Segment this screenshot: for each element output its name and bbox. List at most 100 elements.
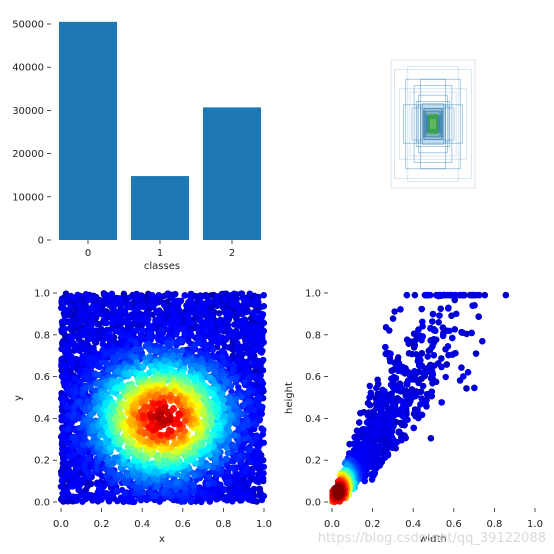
scatter-point — [220, 358, 227, 365]
scatter-point — [173, 398, 181, 405]
scatter-point — [186, 318, 193, 326]
scatter-point — [61, 494, 68, 501]
scatter-point — [224, 479, 231, 486]
scatter-point — [139, 327, 146, 334]
scatter-point — [190, 488, 198, 495]
scatter-point — [188, 290, 195, 298]
scatter-point — [146, 334, 154, 342]
scatter-point — [229, 498, 236, 505]
anchor-box — [409, 91, 457, 157]
scatter-point — [411, 291, 419, 299]
scatter-point — [195, 324, 202, 332]
scatter-point — [389, 315, 397, 322]
scatter-point — [249, 354, 256, 362]
scatter-point — [97, 297, 104, 304]
scatter-point — [155, 455, 163, 462]
scatter-point — [249, 346, 256, 354]
scatter-point — [132, 345, 139, 353]
scatter-point — [137, 334, 145, 341]
scatter-point — [152, 309, 160, 316]
scatter-point — [102, 490, 110, 497]
scatter-point — [87, 384, 94, 391]
scatter-point — [58, 362, 65, 370]
scatter-point — [438, 355, 445, 362]
scatter-point — [168, 427, 175, 435]
scatter-point — [121, 402, 129, 409]
scatter-point — [188, 332, 195, 339]
scatter-point — [210, 480, 218, 488]
scatter-point — [161, 302, 168, 309]
scatter-point — [255, 324, 262, 331]
anchor-box — [413, 85, 453, 163]
scatter-point — [258, 377, 265, 385]
scatter-point — [234, 322, 242, 329]
scatter-point — [64, 425, 72, 433]
scatter-point — [166, 394, 173, 402]
scatter-point — [60, 317, 68, 324]
scatter-point — [238, 393, 245, 401]
scatter-point — [72, 388, 79, 396]
scatter-point — [258, 314, 265, 322]
scatter-point — [69, 483, 76, 490]
scatter-point — [235, 308, 243, 316]
scatter-point — [260, 302, 268, 310]
anchor-box — [390, 59, 476, 189]
scatter-point — [97, 439, 104, 447]
scatter-point — [79, 352, 86, 360]
scatter-point — [260, 319, 268, 327]
scatter-point — [139, 363, 147, 371]
scatter-point — [260, 291, 267, 299]
scatter-point — [90, 427, 97, 435]
scatter-point — [215, 319, 222, 326]
anchor-box — [424, 111, 442, 138]
anchor-box — [403, 104, 463, 144]
scatter-point — [75, 476, 83, 484]
scatter-point — [158, 326, 166, 334]
scatter-point — [405, 350, 413, 357]
scatter-point — [206, 298, 214, 306]
scatter-point — [125, 294, 133, 301]
scatter-point — [218, 348, 226, 355]
scatter-point — [120, 332, 127, 340]
scatter-point — [458, 364, 465, 371]
scatter-point — [172, 330, 180, 338]
scatter-point — [85, 492, 93, 499]
y-tick-label: 20000 — [12, 149, 44, 160]
scatter-point — [188, 300, 196, 307]
scatter-point — [234, 346, 241, 354]
scatter-point — [109, 320, 116, 327]
scatter-point — [247, 338, 255, 346]
scatter-point — [202, 327, 210, 334]
scatter-point — [117, 308, 125, 315]
scatter-point — [250, 485, 258, 493]
scatter-point — [121, 490, 129, 497]
scatter-point — [80, 332, 87, 339]
scatter-point — [410, 344, 418, 351]
scatter-point — [146, 488, 154, 496]
scatter-point — [65, 354, 72, 361]
scatter-point — [135, 434, 143, 442]
scatter-point — [241, 359, 248, 367]
scatter-point — [202, 342, 210, 349]
scatter-point — [228, 294, 235, 302]
scatter-point — [204, 481, 212, 488]
scatter-point — [260, 426, 267, 434]
scatter-point — [70, 451, 77, 458]
scatter-point — [250, 406, 258, 414]
scatter-point — [163, 417, 171, 424]
scatter-point — [115, 368, 122, 375]
scatter-point — [148, 302, 155, 309]
box-center-cluster — [428, 114, 438, 134]
scatter-point — [171, 311, 179, 318]
scatter-point — [124, 479, 132, 487]
scatter-point — [221, 343, 229, 350]
scatter-point — [97, 486, 104, 494]
y-tick-label: 0.4 — [34, 414, 50, 425]
scatter-point — [246, 446, 254, 453]
scatter-point — [256, 358, 263, 365]
scatter-point — [242, 337, 249, 344]
scatter-point — [197, 292, 204, 299]
scatter-point — [260, 492, 268, 500]
scatter-point — [229, 464, 236, 472]
